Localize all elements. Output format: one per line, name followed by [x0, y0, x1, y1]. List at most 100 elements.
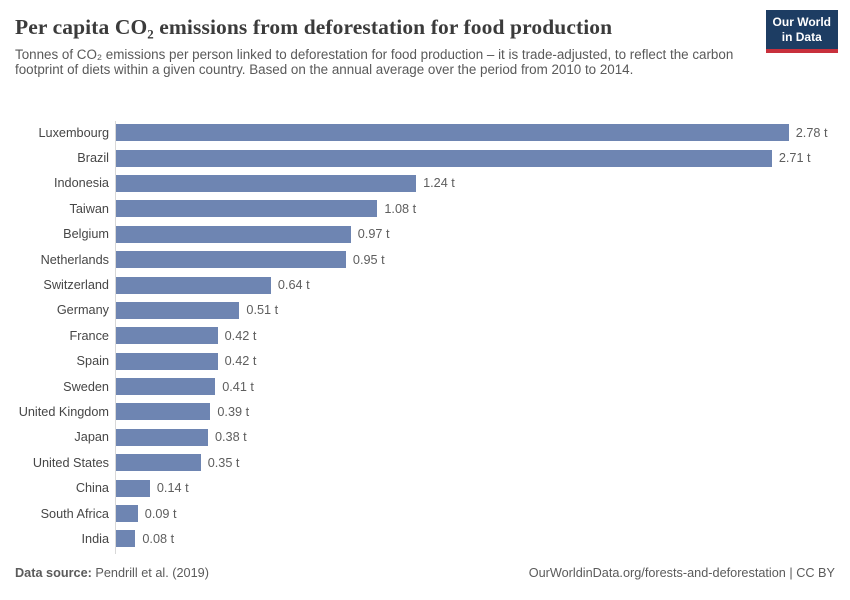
bar-area: 2.78 t	[116, 124, 828, 142]
bar-label: Brazil	[77, 151, 109, 166]
bar-value-label: 1.24 t	[423, 176, 455, 191]
bar-area: 1.08 t	[116, 200, 417, 218]
footer-url-license[interactable]: OurWorldinData.org/forests-and-deforesta…	[528, 566, 835, 580]
bar-value-label: 0.51 t	[246, 303, 279, 318]
chart-subtitle: Tonnes of CO₂ emissions per person linke…	[15, 47, 734, 77]
bar-value-label: 0.95 t	[352, 252, 385, 267]
chart-row: Sweden 0.41 t	[0, 374, 850, 399]
bar-value-label: 0.09 t	[144, 506, 177, 521]
bar-label: Taiwan	[69, 201, 110, 216]
chart-row: Indonesia 1.24 t	[0, 171, 850, 196]
bar-value-label: 0.97 t	[357, 227, 390, 242]
bar-area: 0.39 t	[116, 403, 250, 421]
bar-area: 0.38 t	[116, 428, 247, 446]
owid-logo[interactable]: Our World in Data	[765, 10, 838, 53]
bar[interactable]	[116, 149, 772, 167]
data-source-value: Pendrill et al. (2019)	[91, 566, 209, 580]
bar-value-label: 0.14 t	[156, 481, 189, 496]
chart-row: United Kingdom 0.39 t	[0, 399, 850, 424]
bar-value-label: 0.42 t	[224, 328, 257, 343]
bar-area: 0.64 t	[116, 276, 310, 294]
chart-row: China 0.14 t	[0, 475, 850, 500]
chart-row: South Africa 0.09 t	[0, 501, 850, 526]
bar-area: 0.97 t	[116, 225, 390, 243]
bar-area: 0.42 t	[116, 327, 257, 345]
chart-row: India 0.08 t	[0, 526, 850, 551]
bar[interactable]	[116, 124, 789, 142]
bar[interactable]	[116, 530, 136, 548]
bar-area: 0.35 t	[116, 454, 240, 472]
owid-logo-line2: in Data	[781, 30, 822, 44]
chart-row: Japan 0.38 t	[0, 425, 850, 450]
bar-label: United States	[32, 455, 109, 470]
chart-row: Brazil 2.71 t	[0, 145, 850, 170]
bar-value-label: 0.39 t	[217, 404, 250, 419]
bar[interactable]	[116, 378, 216, 396]
bar-area: 0.42 t	[116, 352, 257, 370]
chart-row: Taiwan 1.08 t	[0, 196, 850, 221]
bar-label: United Kingdom	[18, 404, 109, 419]
chart-row: Netherlands 0.95 t	[0, 247, 850, 272]
bar[interactable]	[116, 174, 417, 192]
chart-rows: Luxembourg 2.78 t Brazil 2.71 t Indonesia 1.2…	[0, 120, 850, 552]
bar-area: 0.14 t	[116, 479, 189, 497]
chart-title: Per capita CO₂ emissions from deforestat…	[15, 15, 613, 39]
bar-value-label: 0.42 t	[224, 354, 257, 369]
bar-label: Sweden	[63, 379, 109, 394]
bar-value-label: 1.08 t	[384, 201, 417, 216]
bar-value-label: 0.08 t	[142, 531, 175, 546]
bar[interactable]	[116, 403, 211, 421]
bar-label: Belgium	[63, 227, 109, 242]
data-source-note: Data source: Pendrill et al. (2019)	[15, 566, 209, 580]
bar-label: Germany	[56, 303, 109, 318]
chart-row: France 0.42 t	[0, 323, 850, 348]
bar[interactable]	[116, 225, 351, 243]
bar-label: Netherlands	[40, 252, 109, 267]
bar-label: South Africa	[40, 506, 109, 521]
bar-label: Luxembourg	[38, 125, 109, 140]
bar-label: France	[69, 328, 110, 343]
bar-area: 0.95 t	[116, 251, 385, 269]
bar-value-label: 2.78 t	[795, 125, 828, 140]
bar-value-label: 0.64 t	[277, 278, 310, 293]
bar-label: Japan	[74, 430, 109, 445]
bar[interactable]	[116, 327, 218, 345]
bar-label: China	[75, 481, 109, 496]
bar-area: 0.51 t	[116, 301, 279, 319]
bar-area: 0.09 t	[116, 505, 177, 523]
bar[interactable]	[116, 301, 240, 319]
bar-area: 0.08 t	[116, 530, 175, 548]
bar[interactable]	[116, 276, 271, 294]
chart-row: Spain 0.42 t	[0, 349, 850, 374]
bar[interactable]	[116, 251, 346, 269]
bar-value-label: 0.35 t	[207, 455, 240, 470]
bar[interactable]	[116, 428, 208, 446]
chart-header: Per capita CO₂ emissions from deforestat…	[15, 15, 750, 77]
bar-label: Spain	[76, 354, 109, 369]
chart-row: Switzerland 0.64 t	[0, 272, 850, 297]
bar-label: India	[81, 531, 109, 546]
chart-row: Belgium 0.97 t	[0, 222, 850, 247]
owid-logo-line1: Our World	[772, 15, 831, 29]
bar[interactable]	[116, 505, 138, 523]
bar-label: Indonesia	[53, 176, 109, 191]
bar-area: 1.24 t	[116, 174, 455, 192]
bar[interactable]	[116, 352, 218, 370]
chart-row: United States 0.35 t	[0, 450, 850, 475]
data-source-label: Data source:	[15, 566, 92, 580]
bar-area: 0.41 t	[116, 378, 254, 396]
y-axis-line	[115, 121, 116, 554]
chart-footer: Data source: Pendrill et al. (2019) OurW…	[15, 566, 835, 580]
bar-value-label: 0.41 t	[222, 379, 254, 394]
bar-chart: Luxembourg 2.78 t Brazil 2.71 t Indonesia 1.2…	[0, 120, 850, 554]
bar[interactable]	[116, 479, 150, 497]
bar-value-label: 2.71 t	[778, 151, 811, 166]
bar-area: 2.71 t	[116, 149, 811, 167]
bar-label: Switzerland	[43, 278, 109, 293]
bar[interactable]	[116, 454, 201, 472]
bar[interactable]	[116, 200, 378, 218]
chart-row: Germany 0.51 t	[0, 298, 850, 323]
bar-value-label: 0.38 t	[214, 430, 247, 445]
chart-row: Luxembourg 2.78 t	[0, 120, 850, 145]
